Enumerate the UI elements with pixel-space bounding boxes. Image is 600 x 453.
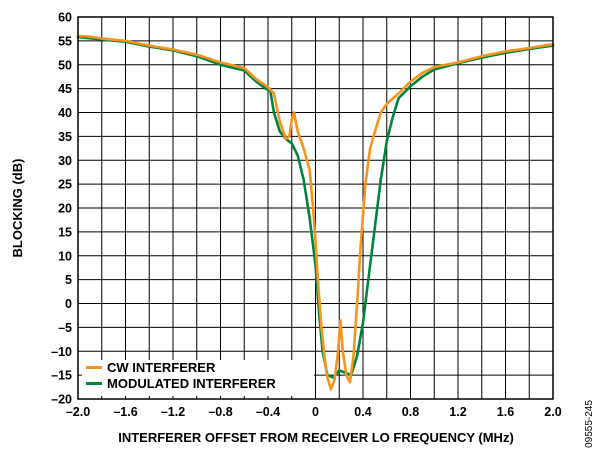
x-tick-label: –1.2	[161, 405, 185, 419]
y-axis-label: BLOCKING (dB)	[10, 159, 25, 258]
legend-label-cw: CW INTERFERER	[107, 360, 216, 375]
y-tick-label: 0	[65, 297, 72, 311]
y-tick-labels: –20 –15 –10 –5 0 5 10 15 20 25 30 35 40 45 50 55 60	[51, 11, 72, 407]
y-tick-label: 5	[65, 273, 72, 287]
legend-label-modulated: MODULATED INTERFERER	[107, 376, 276, 391]
plot-frame	[77, 16, 554, 400]
x-tick-label: –0.8	[208, 405, 232, 419]
y-tick-label: 25	[58, 178, 72, 192]
x-axis-label: INTERFERER OFFSET FROM RECEIVER LO FREQU…	[118, 430, 514, 445]
legend-background	[82, 360, 314, 396]
figure-id: 09555-245	[584, 400, 595, 448]
y-tick-label: –5	[58, 321, 72, 335]
y-tick-label: –10	[51, 345, 72, 359]
y-tick-label: 55	[58, 34, 72, 48]
x-tick-label: –2.0	[66, 405, 90, 419]
y-tick-label: 15	[58, 225, 72, 239]
y-tick-label: 45	[58, 82, 72, 96]
y-tick-label: 35	[58, 130, 72, 144]
y-tick-label: 10	[58, 249, 72, 263]
x-tick-label: 0.4	[354, 405, 371, 419]
y-tick-label: 30	[58, 154, 72, 168]
x-tick-labels: –2.0 –1.6 –1.2 –0.8 –0.4 0 0.4 0.8 1.2 1.6 2.0	[66, 405, 562, 419]
legend: CW INTERFERER MODULATED INTERFERER	[82, 360, 314, 396]
x-tick-label: 0.8	[402, 405, 419, 419]
series-layer	[76, 34, 555, 391]
x-tick-label: –1.6	[113, 405, 137, 419]
y-tick-label: 50	[58, 58, 72, 72]
y-tick-label: –15	[51, 369, 72, 383]
y-tick-label: 40	[58, 106, 72, 120]
y-tick-label: –20	[51, 393, 72, 407]
x-tick-label: 1.6	[497, 405, 514, 419]
grid	[78, 17, 553, 399]
x-tick-label: 0	[312, 405, 319, 419]
y-tick-label: 60	[58, 11, 72, 25]
x-tick-label: 2.0	[544, 405, 561, 419]
x-tick-label: 1.2	[449, 405, 466, 419]
x-tick-label: –0.4	[256, 405, 280, 419]
series-line-cw-interferer	[76, 34, 555, 391]
y-tick-label: 20	[58, 202, 72, 216]
